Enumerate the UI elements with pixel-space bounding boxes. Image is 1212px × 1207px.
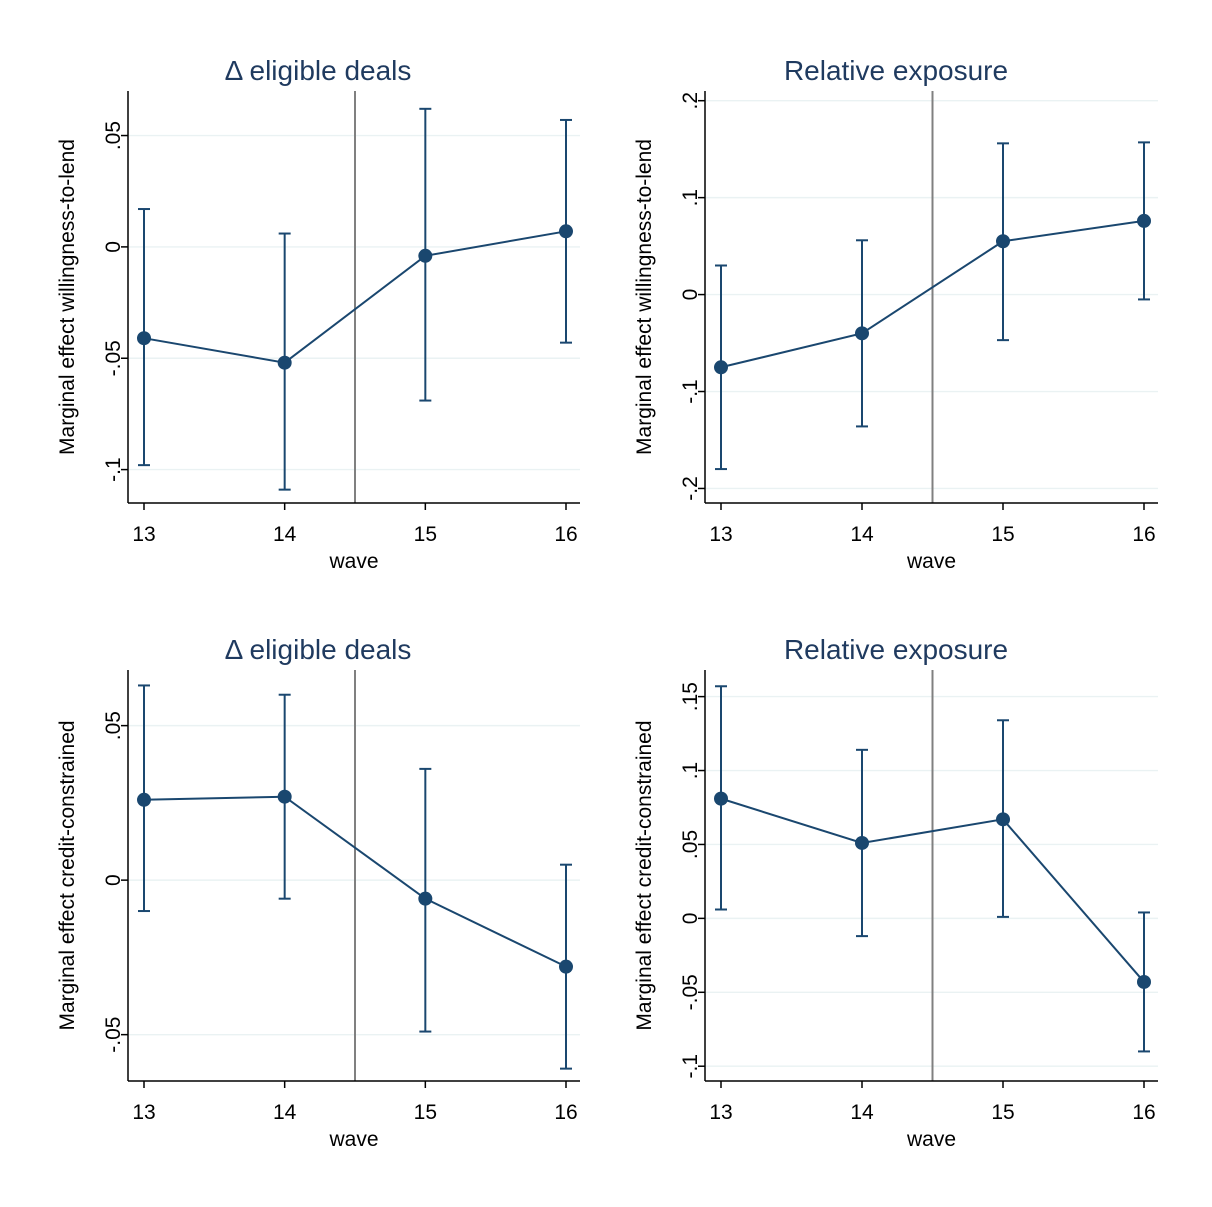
y-tick-label: 0	[679, 289, 702, 301]
data-point	[714, 791, 728, 806]
chart-panel-1: -.1 -.05 0 .05 13 14 15 16 wave Marginal effect w…	[56, 55, 580, 573]
panel-title: Δ eligible deals	[225, 55, 412, 86]
y-tick-label: .1	[679, 189, 702, 207]
y-axis-title: Marginal effect willingness-to-lend	[633, 139, 656, 455]
x-tick-label: 15	[991, 1101, 1014, 1124]
x-axis-title: wave	[328, 1128, 378, 1151]
data-point	[996, 812, 1010, 827]
x-tick-label: 16	[1132, 1101, 1155, 1124]
chart-panel-3: -.05 0 .05 13 14 15 16 wave Marginal effect cred…	[56, 634, 580, 1151]
y-tick-label: .05	[102, 121, 125, 150]
y-tick-label: .15	[679, 682, 702, 711]
x-axis-title: wave	[328, 550, 378, 573]
x-tick-label: 13	[132, 523, 155, 546]
data-point	[855, 326, 869, 341]
panel-title: Δ eligible deals	[225, 634, 412, 665]
y-tick-label: -.05	[102, 340, 125, 376]
data-point	[277, 789, 292, 804]
x-tick-label: 15	[991, 523, 1014, 546]
x-tick-label: 13	[709, 523, 732, 546]
x-tick-label: 16	[554, 523, 577, 546]
y-axis-title: Marginal effect credit-constrained	[56, 720, 79, 1030]
series-line	[720, 219, 1145, 369]
data-point	[418, 248, 433, 263]
y-tick-label: -.1	[679, 1054, 702, 1079]
x-tick-label: 13	[132, 1101, 155, 1124]
y-tick-label: -.1	[679, 379, 702, 404]
x-axis-title: wave	[906, 550, 956, 573]
series-line	[143, 795, 567, 968]
panel-title: Relative exposure	[784, 634, 1008, 665]
data-point	[559, 224, 573, 239]
x-axis-title: wave	[906, 1128, 956, 1151]
y-axis-title: Marginal effect credit-constrained	[633, 720, 656, 1030]
data-point	[855, 835, 869, 850]
y-tick-label: -.1	[102, 457, 125, 482]
y-tick-label: -.05	[102, 1017, 125, 1053]
panel-title: Relative exposure	[784, 55, 1008, 86]
data-point	[137, 331, 151, 346]
y-tick-label: 0	[102, 241, 125, 253]
x-tick-label: 14	[273, 1101, 297, 1124]
data-point	[996, 234, 1010, 249]
y-tick-label: -.05	[679, 974, 702, 1010]
chart-panel-2: -.2 -.1 0 .1 .2 13 14 15 16 wave Marginal effect w…	[633, 55, 1158, 573]
x-tick-label: 16	[1132, 523, 1155, 546]
y-tick-label: .05	[679, 830, 702, 859]
chart-panel-4: -.1 -.05 0 .05 .1 .15 13 14 15 16 wave Marginal eff…	[633, 634, 1158, 1151]
x-tick-label: 15	[414, 1101, 437, 1124]
x-tick-label: 13	[709, 1101, 732, 1124]
x-tick-label: 14	[850, 523, 874, 546]
x-tick-label: 15	[414, 523, 437, 546]
x-tick-label: 14	[850, 1101, 874, 1124]
data-point	[277, 355, 292, 370]
x-tick-label: 16	[554, 1101, 577, 1124]
x-tick-label: 14	[273, 523, 297, 546]
y-tick-label: .2	[679, 92, 702, 110]
y-axis-title: Marginal effect willingness-to-lend	[56, 139, 79, 455]
series-line	[720, 797, 1145, 983]
y-tick-label: -.2	[679, 476, 702, 501]
data-point	[1137, 213, 1151, 228]
y-tick-label: .05	[102, 711, 125, 740]
data-point	[559, 959, 573, 974]
y-tick-label: 0	[102, 874, 125, 886]
data-point	[418, 891, 433, 906]
data-point	[714, 360, 728, 375]
y-tick-label: .1	[679, 762, 702, 780]
data-point	[1137, 974, 1151, 989]
y-tick-label: 0	[679, 913, 702, 925]
data-point	[137, 792, 151, 807]
series-line	[143, 230, 567, 364]
